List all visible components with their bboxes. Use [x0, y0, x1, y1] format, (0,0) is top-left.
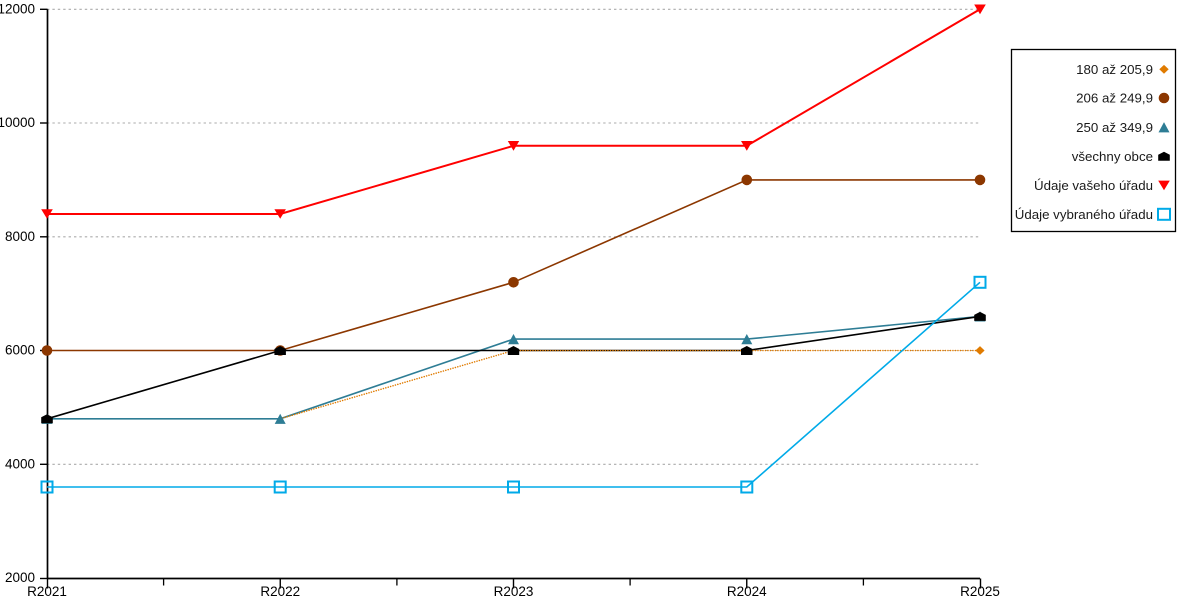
svg-text:R2025: R2025	[960, 584, 1000, 599]
svg-text:Údaje vašeho úřadu: Údaje vašeho úřadu	[1034, 178, 1153, 193]
svg-text:všechny obce: všechny obce	[1072, 149, 1153, 164]
svg-text:R2024: R2024	[727, 584, 767, 599]
svg-text:8000: 8000	[5, 229, 35, 244]
svg-text:250 až 349,9: 250 až 349,9	[1076, 120, 1153, 135]
svg-text:10000: 10000	[0, 115, 35, 130]
svg-text:R2022: R2022	[260, 584, 300, 599]
svg-text:Údaje vybraného úřadu: Údaje vybraného úřadu	[1015, 207, 1153, 222]
svg-text:12000: 12000	[0, 2, 35, 17]
svg-text:4000: 4000	[5, 457, 35, 472]
svg-text:6000: 6000	[5, 343, 35, 358]
svg-text:R2023: R2023	[494, 584, 534, 599]
svg-text:2000: 2000	[5, 570, 35, 585]
svg-text:180 až 205,9: 180 až 205,9	[1076, 62, 1153, 77]
svg-text:206 až 249,9: 206 až 249,9	[1076, 91, 1153, 106]
svg-text:R2021: R2021	[27, 584, 67, 599]
